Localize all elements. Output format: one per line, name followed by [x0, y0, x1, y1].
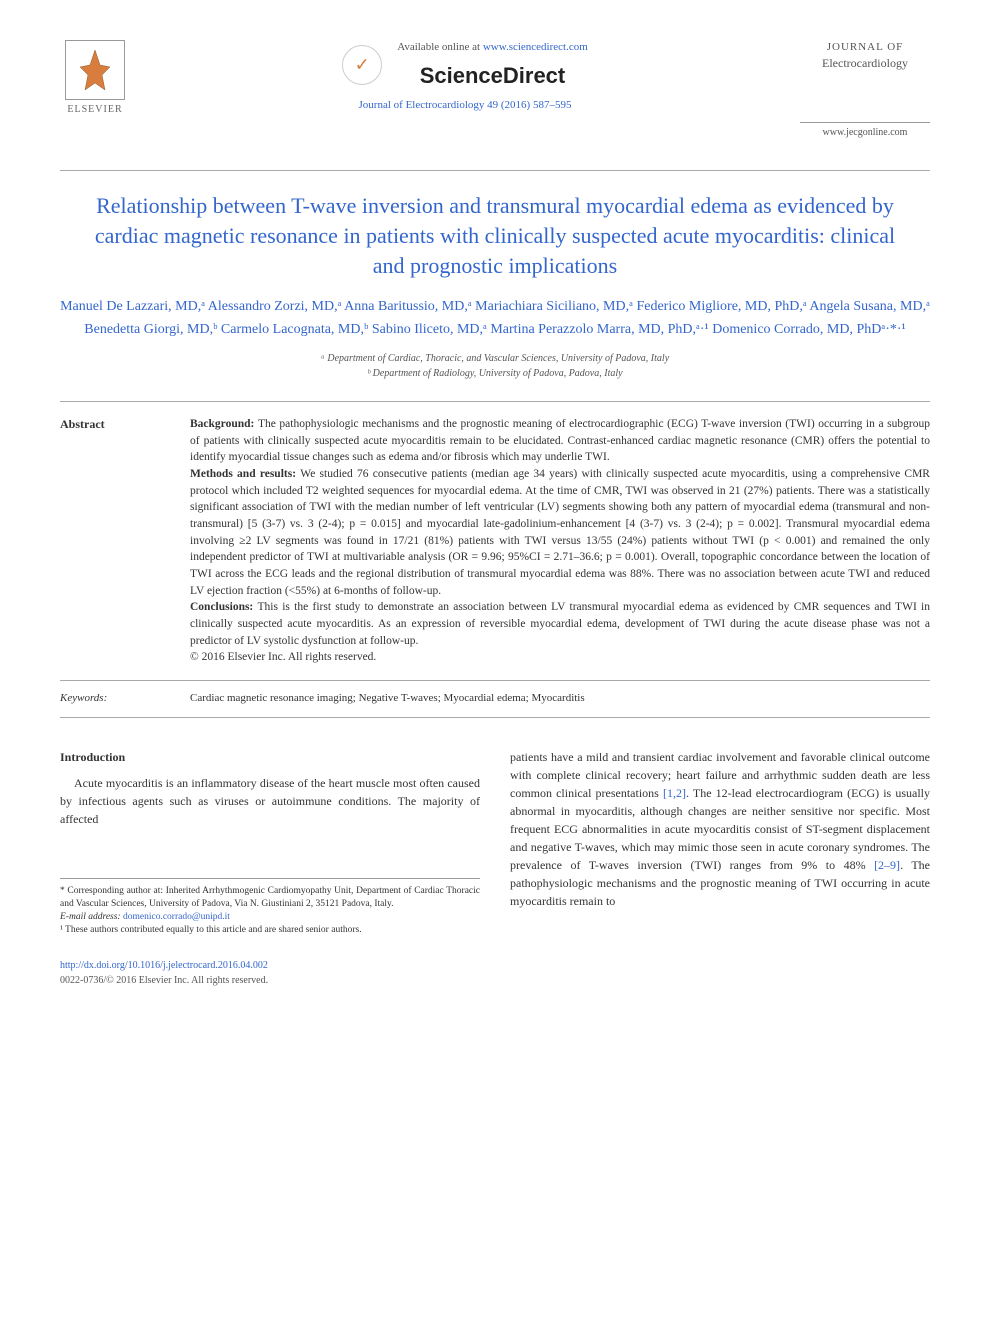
abstract-content: Background: The pathophysiologic mechani… [190, 416, 930, 666]
intro-para-1: Acute myocarditis is an inflammatory dis… [60, 774, 480, 828]
methods-text: We studied 76 consecutive patients (medi… [190, 468, 930, 597]
affiliation-a: ᵃ Department of Cardiac, Thoracic, and V… [60, 351, 930, 366]
journal-logo-placeholder [800, 82, 930, 122]
citation-2-9[interactable]: [2–9] [874, 858, 900, 872]
abstract-copyright: © 2016 Elsevier Inc. All rights reserved… [190, 651, 376, 663]
email-label: E-mail address: [60, 912, 123, 922]
affiliation-b: ᵇ Department of Radiology, University of… [60, 366, 930, 381]
crossmark-icon[interactable] [342, 45, 382, 85]
page-footer: http://dx.doi.org/10.1016/j.jelectrocard… [60, 958, 480, 988]
journal-website[interactable]: www.jecgonline.com [800, 122, 930, 140]
doi-link[interactable]: http://dx.doi.org/10.1016/j.jelectrocard… [60, 958, 480, 973]
publisher-name: ELSEVIER [67, 103, 122, 117]
background-heading: Background: [190, 418, 258, 430]
abstract-label: Abstract [60, 416, 160, 666]
author-list: Manuel De Lazzari, MD,ᵃ Alessandro Zorzi… [60, 296, 930, 341]
affiliations: ᵃ Department of Cardiac, Thoracic, and V… [60, 351, 930, 381]
corresponding-email[interactable]: domenico.corrado@unipd.it [123, 912, 230, 922]
background-text: The pathophysiologic mechanisms and the … [190, 418, 930, 463]
page-header: ELSEVIER Available online at www.science… [60, 40, 930, 140]
header-divider [60, 170, 930, 171]
right-column: patients have a mild and transient cardi… [510, 748, 930, 988]
issn-copyright: 0022-0736/© 2016 Elsevier Inc. All right… [60, 973, 480, 988]
intro-para-2: patients have a mild and transient cardi… [510, 748, 930, 910]
introduction-heading: Introduction [60, 748, 480, 766]
available-label: Available online at [397, 41, 483, 53]
conclusions-text: This is the first study to demonstrate a… [190, 601, 930, 646]
keywords-row: Keywords: Cardiac magnetic resonance ima… [60, 691, 930, 717]
keywords-content: Cardiac magnetic resonance imaging; Nega… [190, 691, 585, 706]
sciencedirect-brand: ScienceDirect [397, 61, 588, 92]
journal-name-caps: JOURNAL OF [800, 40, 930, 55]
elsevier-tree-icon [65, 40, 125, 100]
header-center: Available online at www.sciencedirect.co… [130, 40, 800, 114]
journal-subtitle: Electrocardiology [800, 55, 930, 72]
header-right: JOURNAL OF Electrocardiology www.jecgonl… [800, 40, 930, 140]
abstract-block: Abstract Background: The pathophysiologi… [60, 401, 930, 681]
email-line: E-mail address: domenico.corrado@unipd.i… [60, 911, 480, 924]
citation-1-2[interactable]: [1,2] [663, 786, 686, 800]
conclusions-heading: Conclusions: [190, 601, 258, 613]
corresponding-author-note: * Corresponding author at: Inherited Arr… [60, 885, 480, 912]
footnotes: * Corresponding author at: Inherited Arr… [60, 878, 480, 938]
journal-reference[interactable]: Journal of Electrocardiology 49 (2016) 5… [130, 98, 800, 113]
keywords-label: Keywords: [60, 691, 160, 706]
elsevier-logo: ELSEVIER [60, 40, 130, 120]
sciencedirect-url[interactable]: www.sciencedirect.com [483, 41, 588, 53]
methods-heading: Methods and results: [190, 468, 300, 480]
available-online-text: Available online at www.sciencedirect.co… [397, 40, 588, 55]
left-column: Introduction Acute myocarditis is an inf… [60, 748, 480, 988]
page-container: ELSEVIER Available online at www.science… [0, 0, 990, 1028]
body-columns: Introduction Acute myocarditis is an inf… [60, 748, 930, 988]
article-title: Relationship between T-wave inversion an… [60, 191, 930, 280]
header-left: ELSEVIER [60, 40, 130, 120]
shared-author-note: ¹ These authors contributed equally to t… [60, 924, 480, 937]
